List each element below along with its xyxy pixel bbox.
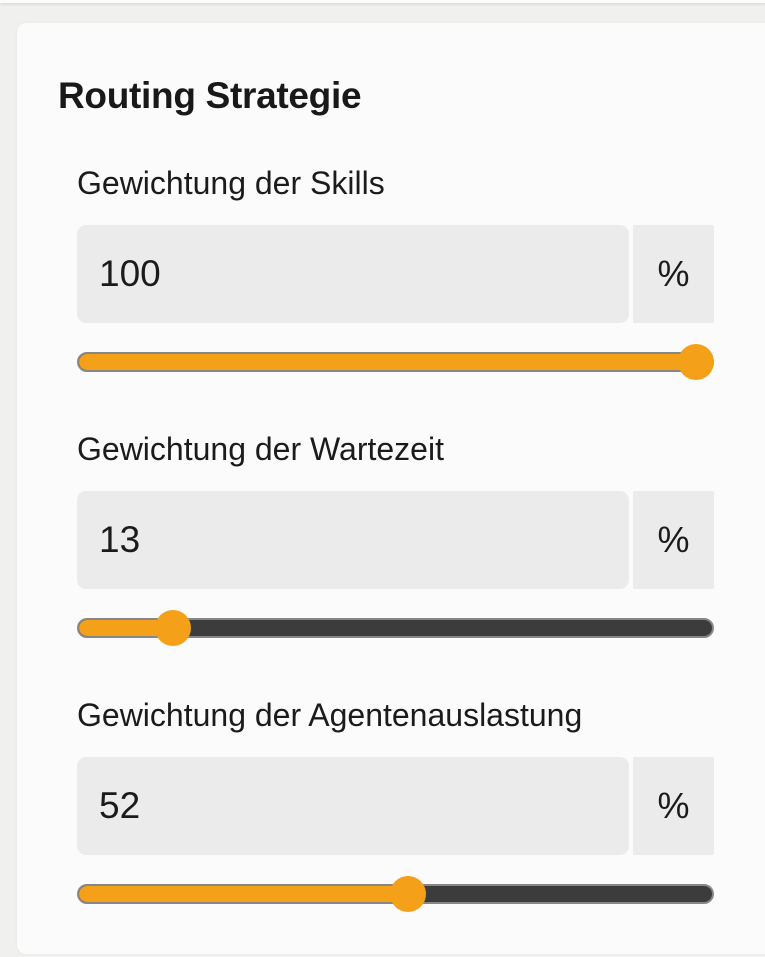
routing-strategy-panel: Routing Strategie Gewichtung der Skills …: [17, 23, 765, 954]
slider-fill: [79, 886, 408, 902]
skills-unit-suffix: %: [633, 225, 714, 323]
agentenauslastung-weight-slider[interactable]: [77, 876, 714, 912]
slider-group-skills: Gewichtung der Skills %: [77, 162, 714, 380]
slider-thumb[interactable]: [389, 876, 426, 912]
skills-field-row: %: [77, 225, 714, 323]
agentenauslastung-weight-label: Gewichtung der Agentenauslastung: [77, 697, 583, 733]
agentenauslastung-weight-input[interactable]: [77, 757, 629, 855]
agentenauslastung-unit-suffix: %: [633, 757, 714, 855]
skills-weight-slider[interactable]: [77, 344, 714, 380]
wartezeit-unit-suffix: %: [633, 491, 714, 589]
slider-track: [77, 352, 714, 372]
slider-thumb[interactable]: [155, 610, 192, 646]
slider-track: [77, 618, 714, 638]
wartezeit-weight-input[interactable]: [77, 491, 629, 589]
wartezeit-weight-slider[interactable]: [77, 610, 714, 646]
skills-weight-input[interactable]: [77, 225, 629, 323]
slider-group-wartezeit: Gewichtung der Wartezeit %: [77, 428, 714, 646]
wartezeit-field-row: %: [77, 491, 714, 589]
slider-group-agentenauslastung: Gewichtung der Agentenauslastung %: [77, 694, 714, 912]
slider-thumb[interactable]: [678, 344, 714, 380]
slider-fill: [79, 620, 174, 636]
page-title: Routing Strategie: [58, 75, 362, 116]
skills-weight-label: Gewichtung der Skills: [77, 165, 385, 201]
slider-fill: [79, 354, 696, 370]
agentenauslastung-field-row: %: [77, 757, 714, 855]
top-toolbar-edge: [0, 0, 765, 3]
wartezeit-weight-label: Gewichtung der Wartezeit: [77, 431, 444, 467]
